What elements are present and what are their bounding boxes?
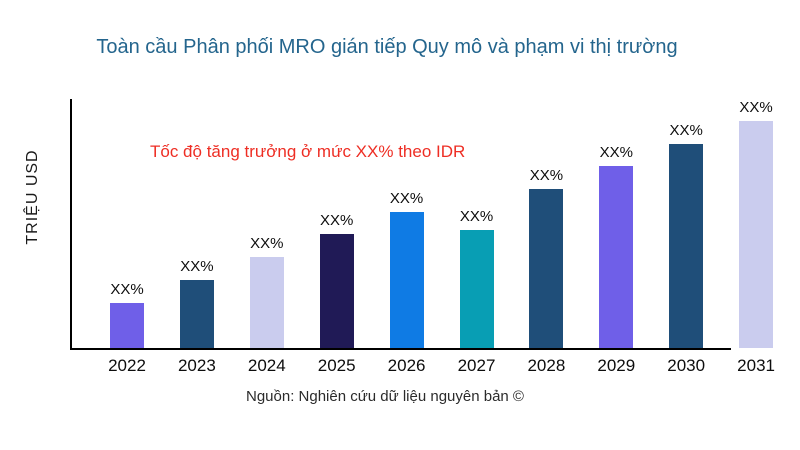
bar-value-label-2025: XX% <box>320 212 354 229</box>
bar-2023[interactable] <box>179 280 214 348</box>
x-tick-label-2026: 2026 <box>387 356 426 375</box>
bar-2024[interactable] <box>249 257 284 348</box>
source-note: Nguồn: Nghiên cứu dữ liệu nguyên bản © <box>246 388 524 405</box>
bar-2025[interactable] <box>319 234 354 348</box>
bar-2028[interactable] <box>529 189 564 348</box>
y-axis-label: TRIỆU USD <box>24 149 41 245</box>
bar-column-2031: XX% 2031 <box>728 99 784 375</box>
x-tick-label-2028: 2028 <box>527 356 566 375</box>
bar-value-label-2029: XX% <box>599 144 633 161</box>
chart-title: Toàn cầu Phân phối MRO gián tiếp Quy mô … <box>96 36 678 58</box>
bar-2027[interactable] <box>459 230 494 348</box>
bar-2029[interactable] <box>599 166 634 348</box>
x-tick-label-2030: 2030 <box>667 356 706 375</box>
bar-column-2028: XX% 2028 <box>518 167 574 375</box>
bar-2022[interactable] <box>110 303 144 348</box>
bar-value-label-2027: XX% <box>459 208 494 225</box>
bar-value-label-2031: XX% <box>739 99 773 116</box>
y-axis-line <box>70 99 72 349</box>
bar-value-label-2023: XX% <box>180 258 214 275</box>
bar-column-2024: XX% 2024 <box>239 235 295 375</box>
bar-2031[interactable] <box>739 121 774 348</box>
x-tick-label-2027: 2027 <box>457 356 496 375</box>
x-tick-label-2023: 2023 <box>177 356 216 375</box>
x-tick-label-2024: 2024 <box>247 356 286 375</box>
bar-column-2026: XX% 2026 <box>379 190 435 375</box>
x-tick-label-2025: 2025 <box>317 356 356 375</box>
bar-column-2023: XX% 2023 <box>169 258 225 375</box>
x-tick-label-2022: 2022 <box>108 356 146 375</box>
bar-value-label-2024: XX% <box>250 235 284 252</box>
bar-value-label-2030: XX% <box>669 122 703 139</box>
bar-column-2022: XX% 2022 <box>99 281 155 375</box>
bar-column-2030: XX% 2030 <box>658 122 714 375</box>
x-tick-label-2029: 2029 <box>597 356 636 375</box>
bar-value-label-2028: XX% <box>529 167 564 184</box>
x-tick-label-2031: 2031 <box>737 356 775 375</box>
bar-value-label-2022: XX% <box>110 281 144 298</box>
bar-column-2025: XX% 2025 <box>309 212 365 375</box>
bar-value-label-2026: XX% <box>389 190 424 207</box>
x-axis-line <box>70 348 731 350</box>
bar-column-2027: XX% 2027 <box>449 208 505 375</box>
growth-rate-annotation: Tốc độ tăng trưởng ở mức XX% theo IDR <box>150 142 466 161</box>
bar-column-2029: XX% 2029 <box>588 144 644 375</box>
bar-2030[interactable] <box>669 144 704 348</box>
bar-2026[interactable] <box>389 212 424 348</box>
